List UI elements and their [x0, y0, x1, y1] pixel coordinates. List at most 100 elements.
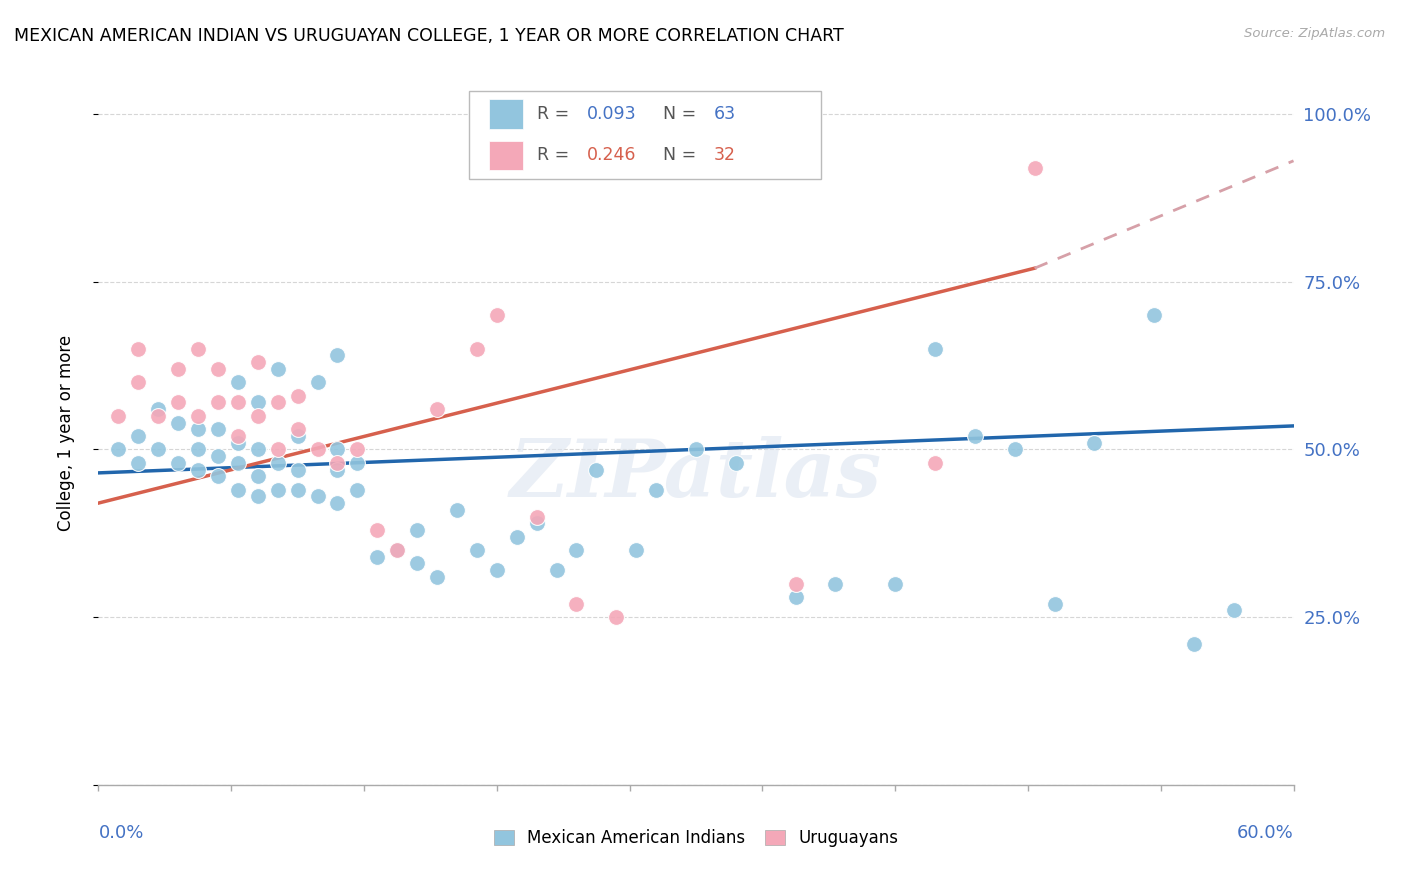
Point — [307, 442, 329, 457]
Point — [1004, 442, 1026, 457]
Text: ZIPatlas: ZIPatlas — [510, 436, 882, 514]
Bar — [489, 99, 523, 129]
Point — [167, 362, 190, 376]
Point — [824, 576, 846, 591]
Point — [366, 523, 388, 537]
Point — [385, 543, 409, 558]
Point — [924, 342, 946, 356]
Text: N =: N = — [662, 146, 702, 164]
Text: 0.0%: 0.0% — [98, 823, 143, 842]
Point — [267, 395, 290, 409]
Text: MEXICAN AMERICAN INDIAN VS URUGUAYAN COLLEGE, 1 YEAR OR MORE CORRELATION CHART: MEXICAN AMERICAN INDIAN VS URUGUAYAN COL… — [14, 27, 844, 45]
Point — [585, 462, 607, 476]
Point — [884, 576, 907, 591]
Point — [246, 469, 269, 483]
Point — [226, 483, 249, 497]
Point — [446, 503, 468, 517]
Point — [1083, 435, 1105, 450]
Point — [267, 362, 290, 376]
Point — [565, 543, 588, 558]
Bar — [489, 141, 523, 170]
Point — [366, 549, 388, 564]
Point — [207, 469, 229, 483]
FancyBboxPatch shape — [470, 91, 821, 179]
Point — [127, 342, 149, 356]
Point — [1143, 308, 1166, 322]
Point — [187, 462, 209, 476]
Point — [1182, 637, 1205, 651]
Point — [246, 409, 269, 423]
Point — [1223, 603, 1246, 617]
Text: 32: 32 — [714, 146, 735, 164]
Y-axis label: College, 1 year or more: College, 1 year or more — [56, 334, 75, 531]
Point — [226, 376, 249, 390]
Point — [546, 563, 568, 577]
Text: 0.093: 0.093 — [588, 105, 637, 123]
Point — [685, 442, 707, 457]
Point — [287, 389, 309, 403]
Point — [406, 523, 429, 537]
Point — [605, 610, 627, 624]
Point — [246, 442, 269, 457]
Point — [246, 355, 269, 369]
Point — [187, 442, 209, 457]
Point — [127, 429, 149, 443]
Point — [785, 576, 807, 591]
Point — [127, 376, 149, 390]
Point — [267, 483, 290, 497]
Point — [326, 348, 349, 362]
Point — [287, 422, 309, 436]
Point — [187, 409, 209, 423]
Point — [246, 489, 269, 503]
Point — [346, 442, 368, 457]
Text: Source: ZipAtlas.com: Source: ZipAtlas.com — [1244, 27, 1385, 40]
Text: 60.0%: 60.0% — [1237, 823, 1294, 842]
Point — [326, 456, 349, 470]
Point — [346, 483, 368, 497]
Point — [565, 597, 588, 611]
Text: 63: 63 — [714, 105, 735, 123]
Point — [148, 442, 170, 457]
Point — [307, 489, 329, 503]
Point — [267, 442, 290, 457]
Point — [226, 395, 249, 409]
Text: R =: R = — [537, 105, 575, 123]
Point — [107, 442, 129, 457]
Point — [724, 456, 747, 470]
Text: 0.246: 0.246 — [588, 146, 637, 164]
Point — [526, 509, 548, 524]
Point — [187, 342, 209, 356]
Point — [307, 376, 329, 390]
Point — [167, 456, 190, 470]
Point — [207, 449, 229, 463]
Point — [326, 496, 349, 510]
Point — [167, 416, 190, 430]
Point — [465, 342, 488, 356]
Point — [207, 422, 229, 436]
Point — [346, 456, 368, 470]
Point — [924, 456, 946, 470]
Point — [1024, 161, 1046, 175]
Point — [226, 429, 249, 443]
Point — [148, 409, 170, 423]
Point — [626, 543, 648, 558]
Point — [526, 516, 548, 531]
Point — [207, 395, 229, 409]
Point — [267, 456, 290, 470]
Point — [287, 462, 309, 476]
Point — [246, 395, 269, 409]
Point — [506, 530, 529, 544]
Point — [645, 483, 668, 497]
Point — [326, 462, 349, 476]
Point — [426, 402, 449, 417]
Text: R =: R = — [537, 146, 575, 164]
Legend: Mexican American Indians, Uruguayans: Mexican American Indians, Uruguayans — [494, 829, 898, 847]
Point — [485, 308, 508, 322]
Point — [287, 429, 309, 443]
Point — [187, 422, 209, 436]
Point — [167, 395, 190, 409]
Point — [127, 456, 149, 470]
Point — [406, 557, 429, 571]
Point — [148, 402, 170, 417]
Point — [485, 563, 508, 577]
